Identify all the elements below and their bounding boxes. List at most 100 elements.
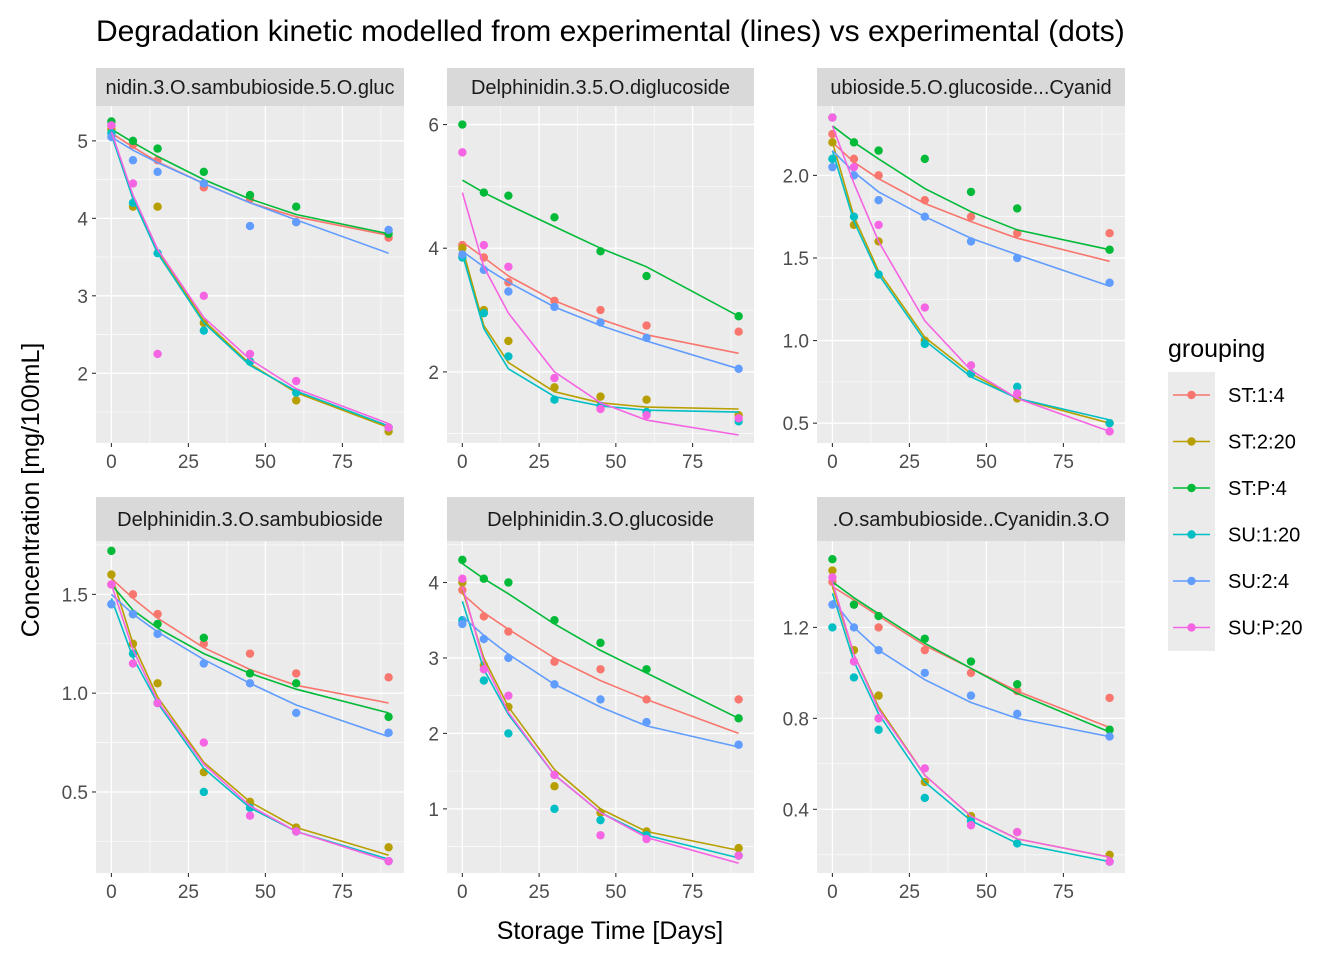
x-tick-label: 50 [255, 452, 276, 473]
data-point-su-p-20 [734, 414, 743, 423]
y-tick-label: 1.2 [783, 618, 809, 639]
data-point-su-p-20 [128, 179, 138, 188]
facet-panel-6: .O.sambubioside..Cyanidin.3.O 0.4 0.8 1.2 0 2… [783, 497, 1125, 903]
facet-title: Delphinidin.3.5.O.diglucoside [471, 77, 730, 99]
data-point-st-2-20 [642, 395, 651, 404]
data-point-st-p-4 [642, 665, 651, 674]
panel-background [96, 541, 404, 873]
x-tick-label: 25 [899, 452, 920, 473]
panel-background [96, 106, 404, 443]
legend-item-label: SU:P:20 [1228, 618, 1302, 640]
data-point-su-2-4 [292, 708, 301, 718]
data-point-su-p-20 [504, 262, 513, 271]
facet-panel-3: ubioside.5.O.glucoside...Cyanid 0.5 1.0 1.5… [783, 68, 1125, 473]
data-point-su-2-4 [642, 717, 651, 727]
data-point-su-p-20 [596, 404, 605, 414]
legend-keys-background [1168, 372, 1215, 651]
legend-item-label: SU:2:4 [1228, 571, 1289, 593]
data-point-st-2-20 [828, 138, 837, 147]
fit-line-su-p-20 [831, 581, 1110, 858]
x-tick-label: 75 [1053, 452, 1074, 473]
x-tick-label: 0 [106, 882, 117, 903]
data-point-su-p-20 [966, 361, 976, 370]
x-tick-label: 50 [605, 882, 626, 903]
data-point-su-1-20 [504, 352, 513, 361]
data-point-su-1-20 [1013, 382, 1022, 392]
y-tick-label: 4 [428, 239, 439, 260]
y-axis-label: Concentration [mg/100mL] [17, 343, 45, 638]
data-point-su-p-20 [849, 657, 859, 666]
data-point-su-1-20 [849, 212, 859, 221]
data-point-su-2-4 [849, 623, 859, 632]
data-point-st-p-4 [550, 213, 559, 222]
legend: grouping ST:1:4 ST:2:20 ST:P:4 SU:1:20 SU:2:… [1168, 335, 1302, 651]
data-point-st-1-4 [874, 623, 883, 632]
data-point-su-1-20 [828, 154, 837, 164]
facet-strip [817, 497, 1125, 541]
data-point-su-2-4 [479, 634, 489, 644]
data-point-st-p-4 [292, 679, 301, 688]
y-tick-label: 1.5 [783, 249, 809, 270]
y-tick-label: 2.0 [783, 166, 809, 187]
data-point-su-p-20 [199, 738, 208, 747]
x-tick-label: 25 [899, 882, 920, 903]
data-point-st-1-4 [504, 627, 513, 636]
data-point-su-p-20 [153, 349, 162, 359]
legend-item-label: ST:2:20 [1228, 432, 1296, 454]
y-tick-label: 1.5 [62, 585, 88, 606]
data-point-st-p-4 [384, 712, 393, 722]
data-point-su-2-4 [550, 680, 559, 689]
data-point-su-2-4 [642, 333, 651, 343]
data-point-st-p-4 [596, 247, 605, 256]
data-point-st-p-4 [1105, 725, 1114, 734]
data-point-su-p-20 [920, 303, 929, 312]
data-point-su-p-20 [874, 714, 883, 723]
legend-title: grouping [1168, 335, 1265, 363]
data-point-st-p-4 [874, 146, 883, 155]
data-point-su-2-4 [504, 653, 513, 663]
data-point-su-2-4 [458, 250, 467, 259]
data-point-st-p-4 [199, 167, 208, 177]
data-point-su-p-20 [966, 821, 976, 830]
data-point-su-p-20 [199, 291, 208, 301]
data-point-st-p-4 [1105, 245, 1114, 254]
data-point-su-p-20 [107, 580, 116, 589]
plot-area [828, 113, 1114, 436]
data-point-st-2-20 [153, 202, 162, 211]
legend-key-point [1187, 390, 1196, 400]
data-point-st-1-4 [734, 327, 743, 336]
data-point-su-p-20 [828, 113, 837, 122]
data-point-st-1-4 [849, 154, 859, 164]
data-point-st-1-4 [874, 171, 883, 180]
data-point-st-p-4 [504, 191, 513, 200]
legend-key-point [1187, 483, 1196, 493]
x-tick-label: 0 [106, 452, 117, 473]
data-point-st-p-4 [479, 188, 489, 197]
data-point-su-p-20 [107, 121, 116, 130]
data-point-su-p-20 [734, 851, 743, 860]
data-point-su-2-4 [550, 302, 559, 312]
data-point-su-2-4 [920, 212, 929, 221]
facet-strip [96, 497, 404, 541]
fit-line-su-p-20 [831, 125, 1110, 433]
data-point-su-1-20 [245, 803, 255, 812]
data-point-st-1-4 [128, 590, 138, 599]
data-point-su-2-4 [828, 600, 837, 609]
data-point-st-p-4 [920, 634, 929, 643]
data-point-st-2-20 [458, 244, 467, 253]
data-point-su-1-20 [199, 326, 208, 335]
data-point-st-p-4 [153, 619, 162, 629]
legend-item-label: ST:P:4 [1228, 478, 1287, 500]
data-point-su-1-20 [596, 815, 605, 825]
data-point-su-p-20 [292, 827, 301, 836]
x-tick-label: 50 [976, 882, 997, 903]
data-point-su-1-20 [199, 787, 208, 797]
data-point-st-2-20 [828, 566, 837, 575]
data-point-su-2-4 [504, 287, 513, 296]
legend-key-point [1187, 576, 1196, 586]
data-point-st-p-4 [734, 312, 743, 321]
data-point-st-p-4 [1013, 680, 1022, 689]
facet-title: Delphinidin.3.O.glucoside [487, 509, 714, 531]
gridlines [817, 106, 1125, 443]
legend-item-label: ST:1:4 [1228, 385, 1285, 407]
